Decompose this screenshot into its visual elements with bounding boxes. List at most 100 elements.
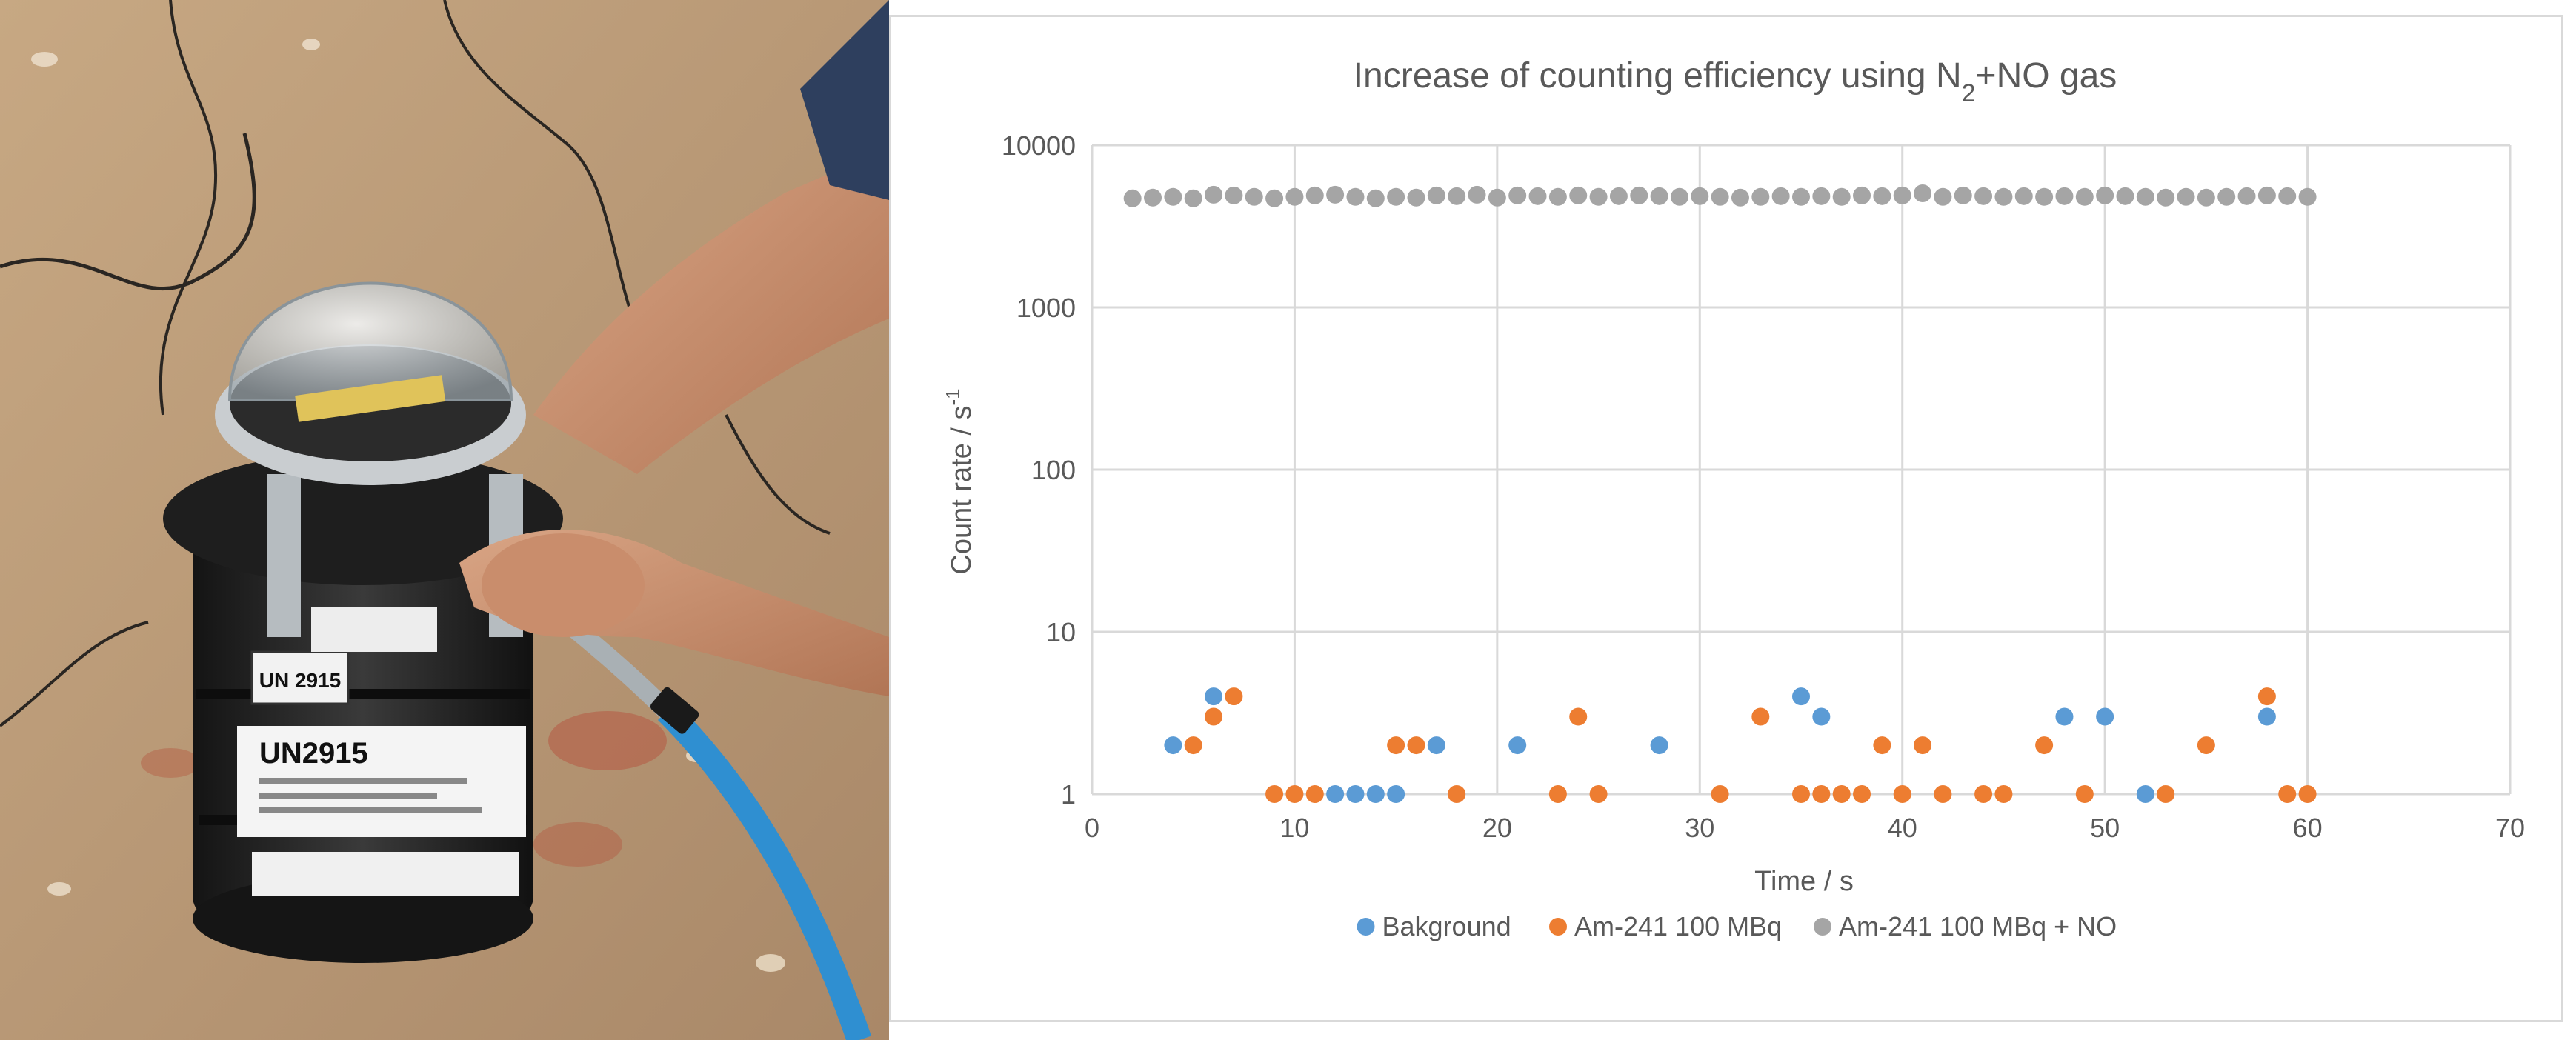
- ground-cable: [725, 414, 831, 535]
- data-point-series-3: [1468, 185, 1486, 204]
- x-tick-label: 40: [1888, 813, 1917, 843]
- data-point-series-3: [2014, 187, 2033, 205]
- data-point-series-1: [1508, 736, 1527, 755]
- data-point-series-1: [1205, 687, 1223, 706]
- support-rod: [267, 474, 301, 637]
- red-stain: [548, 711, 667, 770]
- data-point-series-3: [1305, 186, 1324, 204]
- data-point-series-2: [1448, 785, 1466, 803]
- label-lines: [259, 793, 437, 799]
- data-point-series-2: [1225, 687, 1243, 706]
- data-point-series-3: [1691, 187, 1709, 205]
- data-point-series-3: [1205, 185, 1223, 204]
- data-point-series-2: [1832, 785, 1851, 803]
- data-point-series-2: [1934, 785, 1952, 803]
- ground-cable: [0, 133, 256, 291]
- data-point-series-3: [1346, 187, 1365, 206]
- data-point-series-1: [1387, 785, 1405, 803]
- grid-layer: [1091, 144, 2512, 796]
- data-point-series-3: [1448, 187, 1466, 205]
- blue-hose: [657, 701, 872, 1040]
- data-point-series-3: [2197, 188, 2215, 207]
- data-point-series-2: [2157, 785, 2175, 803]
- data-point-series-2: [1205, 707, 1223, 726]
- data-point-series-3: [1650, 187, 1668, 205]
- data-point-series-2: [1305, 785, 1324, 803]
- red-stain: [533, 822, 622, 867]
- x-axis-label: Time / s: [1754, 866, 1854, 897]
- data-point-series-2: [1387, 736, 1405, 755]
- x-tick-label: 30: [1685, 813, 1714, 843]
- data-point-series-3: [2116, 187, 2134, 205]
- data-point-series-2: [1812, 785, 1831, 803]
- data-point-series-3: [1569, 186, 1588, 204]
- data-point-series-3: [1994, 187, 2013, 206]
- data-point-series-3: [1508, 186, 1527, 204]
- red-stain: [141, 748, 200, 778]
- data-point-series-3: [1832, 187, 1851, 206]
- data-point-series-3: [1548, 187, 1567, 206]
- y-tick-label: 100: [1031, 455, 1076, 485]
- data-point-series-2: [2298, 785, 2317, 803]
- y-axis-label: Count rate / s-1: [942, 388, 977, 574]
- data-point-series-3: [1853, 186, 1871, 204]
- data-point-series-1: [2257, 707, 2276, 726]
- data-point-series-3: [1914, 184, 1932, 202]
- data-point-series-3: [2136, 187, 2154, 206]
- data-point-series-3: [1670, 187, 1688, 206]
- data-point-series-2: [1265, 785, 1284, 803]
- data-point-series-3: [1974, 187, 1993, 205]
- data-point-series-3: [1326, 185, 1345, 204]
- data-point-series-1: [1366, 785, 1385, 803]
- y-tick-label: 1000: [1016, 293, 1076, 323]
- label-lines: [259, 807, 482, 813]
- axis-layer: 1 10 100 1000 10000 0 10 20 30 40 50 60 70: [1002, 130, 2525, 843]
- data-point-series-3: [1528, 187, 1547, 205]
- legend-marker: [1814, 918, 1831, 936]
- data-point-series-1: [1812, 707, 1831, 726]
- ground-cable: [0, 621, 149, 727]
- un-label-small: UN 2915: [259, 669, 342, 692]
- data-point-series-2: [2257, 687, 2276, 706]
- y-tick-label: 1: [1061, 779, 1076, 810]
- data-point-series-3: [1164, 187, 1182, 206]
- data-point-series-3: [2298, 187, 2317, 206]
- data-point-series-2: [1974, 785, 1993, 803]
- x-tick-label: 70: [2495, 813, 2525, 843]
- x-tick-label: 0: [1085, 813, 1099, 843]
- y-tick-label: 10000: [1002, 130, 1076, 161]
- data-point-series-2: [1569, 707, 1588, 726]
- un-label-big: UN2915: [259, 737, 368, 770]
- data-point-series-3: [2257, 186, 2276, 204]
- data-point-series-2: [1893, 785, 1911, 803]
- data-point-series-1: [1164, 736, 1182, 755]
- data-point-series-3: [1609, 187, 1628, 205]
- detector-illustration: UN 2915 UN2915: [0, 0, 889, 1040]
- chart-panel: [889, 0, 2576, 1040]
- data-point-series-2: [1589, 785, 1608, 803]
- data-point-series-3: [1123, 189, 1142, 207]
- data-point-series-3: [1488, 188, 1506, 207]
- data-point-series-2: [1914, 736, 1932, 755]
- data-point-series-3: [1771, 187, 1790, 205]
- data-point-series-3: [1873, 187, 1891, 205]
- data-point-series-2: [1407, 736, 1425, 755]
- data-point-series-2: [2075, 785, 2094, 803]
- data-point-series-3: [1893, 186, 1911, 204]
- pebble: [302, 39, 320, 50]
- data-point-series-3: [2035, 187, 2054, 206]
- data-point-series-2: [1285, 785, 1304, 803]
- data-point-series-3: [2096, 186, 2114, 204]
- drum-top: [163, 452, 563, 585]
- legend-label: Bakground: [1382, 911, 1511, 941]
- inner-label: [311, 607, 437, 652]
- data-point-series-2: [1184, 736, 1202, 755]
- data-point-series-3: [1285, 187, 1304, 206]
- data-point-series-3: [1366, 189, 1385, 207]
- pebble: [47, 882, 71, 896]
- data-point-series-3: [1265, 189, 1284, 207]
- data-point-series-3: [1731, 188, 1749, 207]
- data-point-series-1: [1326, 785, 1345, 803]
- legend-label: Am-241 100 MBq: [1574, 911, 1782, 941]
- points-layer: [1123, 184, 2317, 803]
